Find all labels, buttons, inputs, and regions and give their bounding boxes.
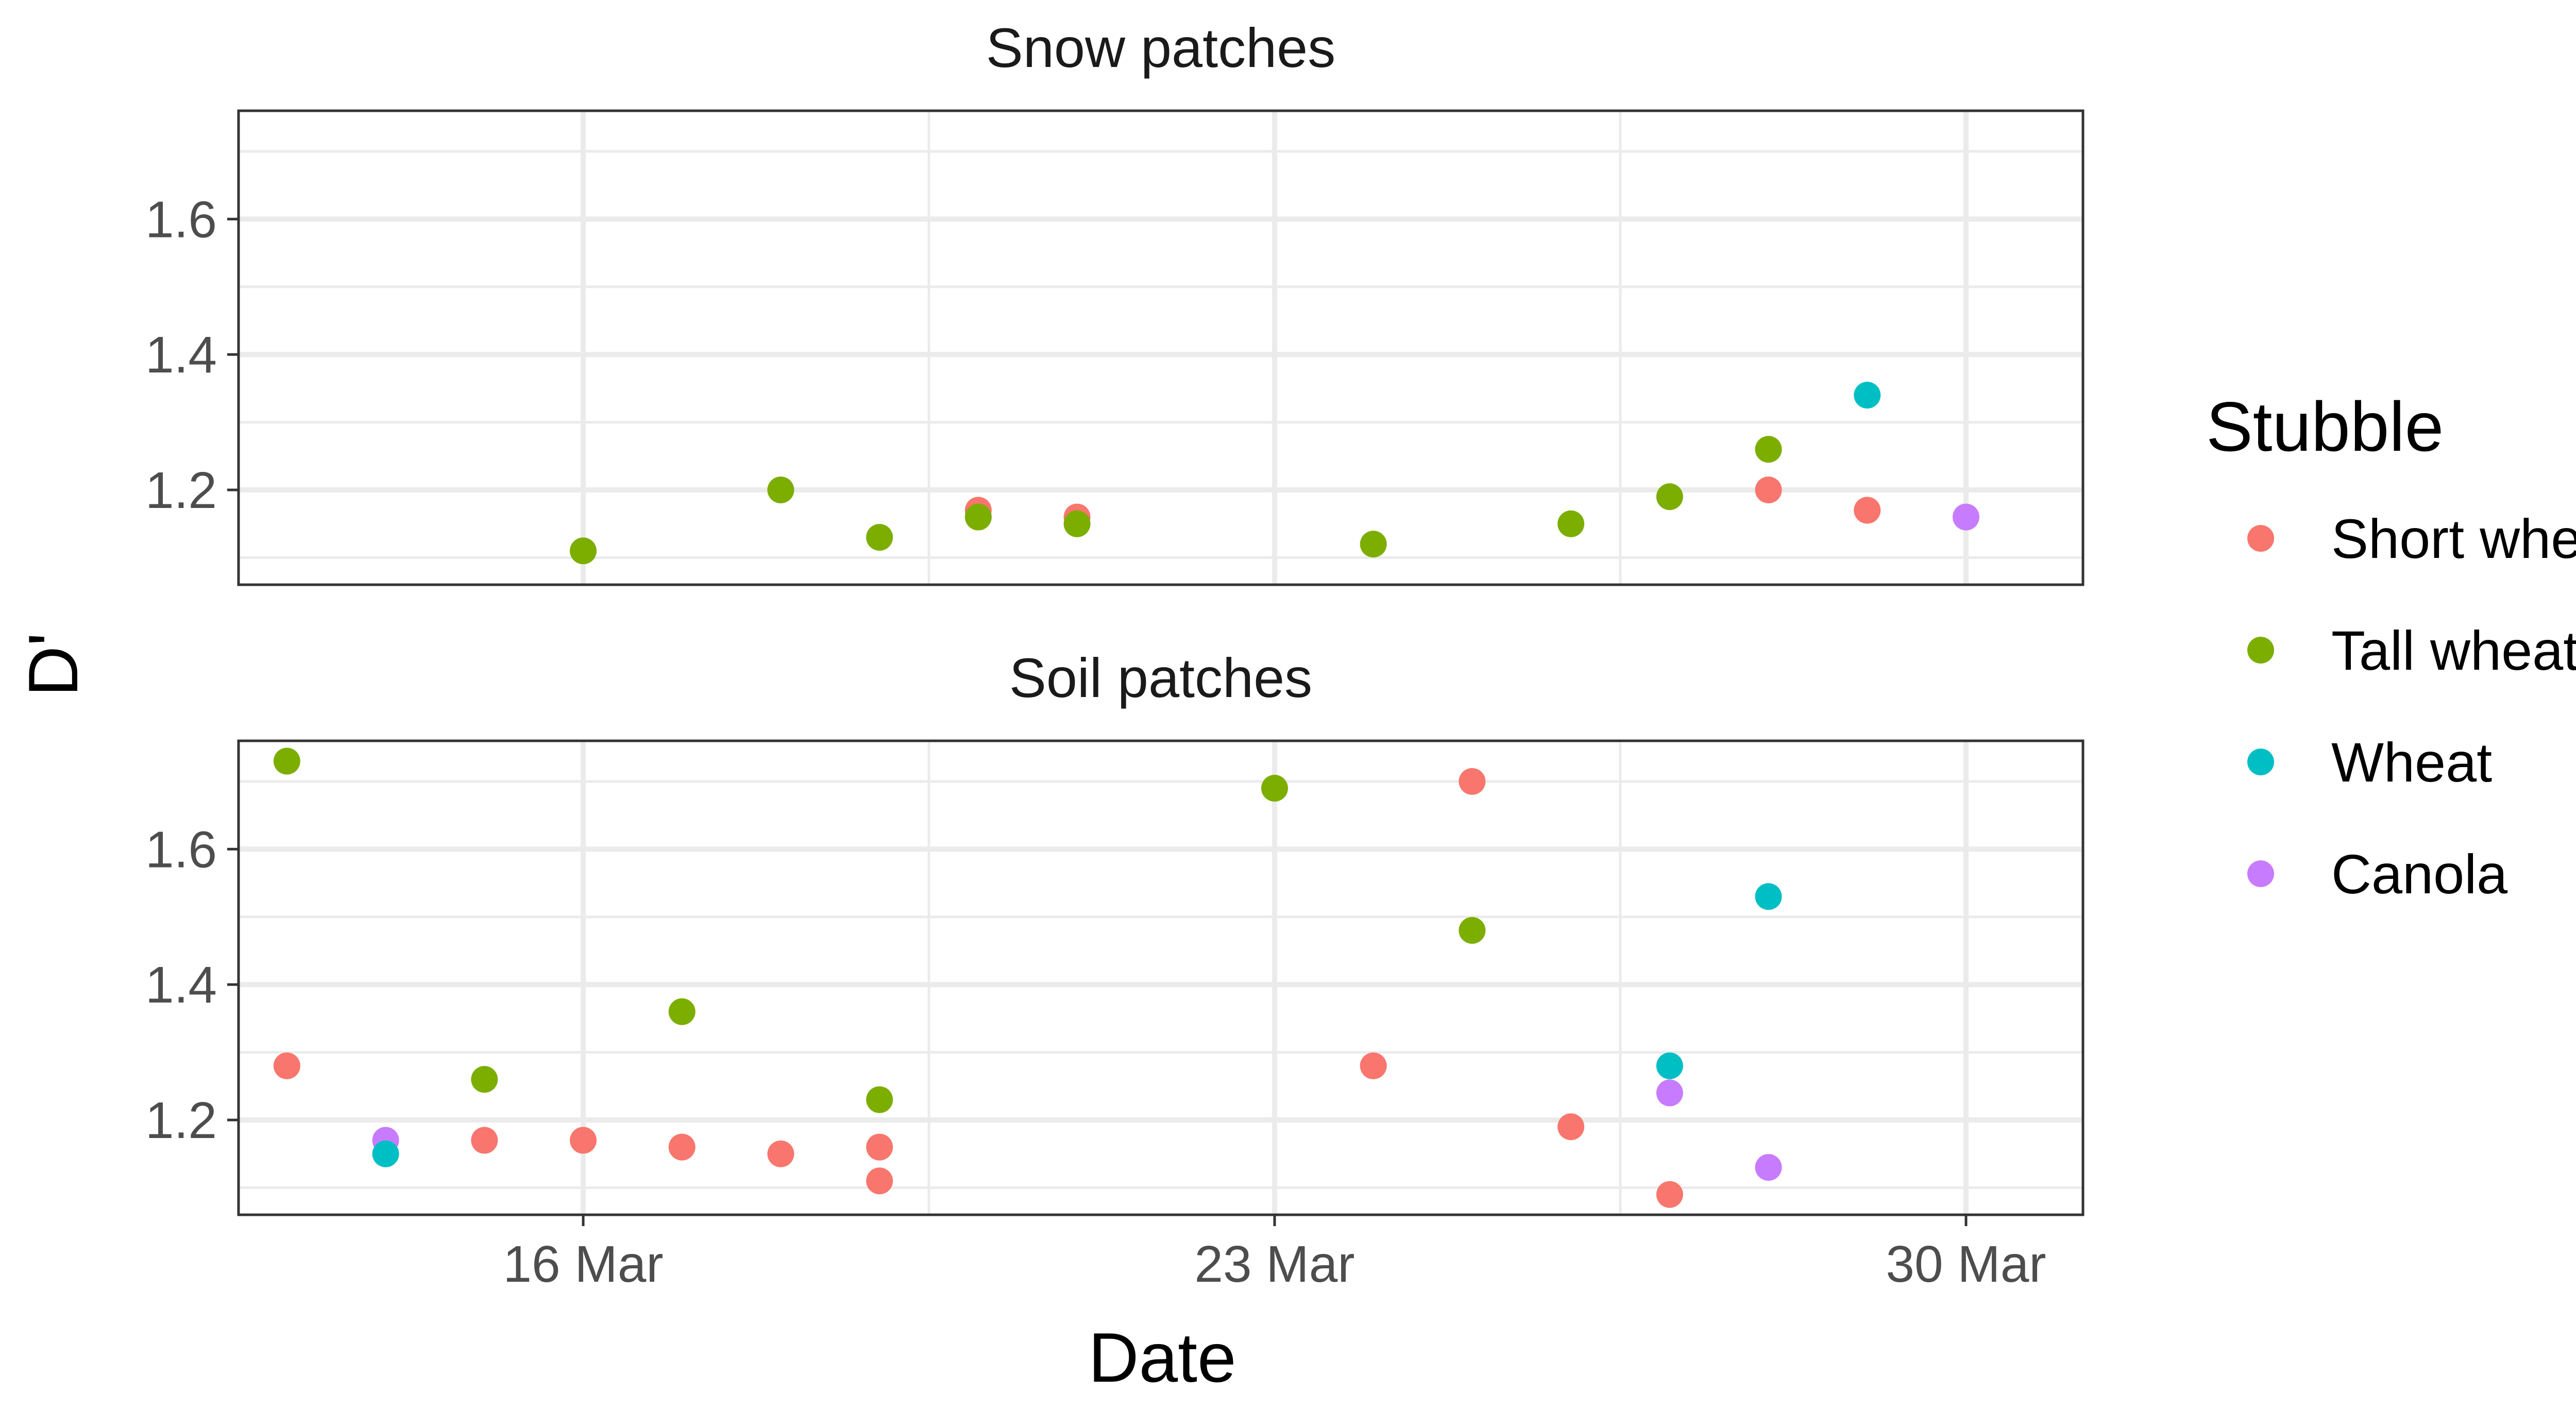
data-point [1459, 768, 1486, 795]
legend-title: Stubble [2206, 387, 2444, 466]
data-point [1261, 775, 1288, 802]
data-point [471, 1066, 498, 1093]
data-point [1755, 477, 1782, 503]
data-point [668, 998, 696, 1025]
legend-swatch [2247, 749, 2274, 775]
legend: Stubble Short wheat Tall wheat Wheat Canola [2206, 387, 2576, 905]
panel-border [237, 109, 2084, 586]
data-point [273, 1052, 300, 1079]
data-point [1360, 1052, 1387, 1079]
y-tick-label: 1.4 [145, 326, 217, 384]
data-point [372, 1140, 399, 1167]
panel-border [237, 739, 2084, 1216]
data-point [1656, 1079, 1683, 1107]
data-point [767, 477, 794, 503]
data-point [964, 503, 992, 531]
panel-background [239, 741, 2083, 1215]
data-point [1360, 531, 1387, 558]
legend-swatch [2247, 860, 2274, 887]
data-point [1755, 1154, 1782, 1181]
x-tick-label: 30 Mar [1886, 1235, 2046, 1293]
facet-panels: 1.2 1.4 1.6 Snow patches 1.2 1.4 1.6 Soil patch… [145, 16, 2084, 1216]
data-point [1953, 503, 1979, 531]
panel-snow: 1.2 1.4 1.6 Snow patches [145, 16, 2084, 586]
x-tick-label: 23 Mar [1194, 1235, 1354, 1293]
legend-label: Canola [2331, 843, 2508, 905]
y-tick-label: 1.6 [145, 191, 217, 248]
data-point [866, 1167, 893, 1195]
legend-item: Canola [2247, 843, 2508, 905]
legend-label: Short wheat [2331, 507, 2576, 570]
legend-item: Tall wheat [2247, 619, 2576, 682]
data-point [471, 1127, 498, 1154]
legend-item: Wheat [2247, 731, 2492, 793]
legend-swatch [2247, 637, 2274, 664]
data-point [767, 1140, 794, 1167]
legend-swatch [2247, 525, 2274, 552]
data-point [1459, 917, 1486, 944]
panel-title: Soil patches [1009, 647, 1312, 709]
legend-label: Tall wheat [2331, 619, 2576, 682]
data-point [273, 748, 300, 775]
legend-items: Short wheat Tall wheat Wheat Canola [2247, 507, 2576, 905]
panel-soil: 1.2 1.4 1.6 Soil patches [145, 647, 2084, 1216]
y-tick-label: 1.6 [145, 821, 217, 878]
data-point [668, 1133, 696, 1161]
data-point [1557, 510, 1585, 537]
y-tick-label: 1.2 [145, 1092, 217, 1149]
data-point [1755, 436, 1782, 463]
panel-background [239, 111, 2083, 585]
data-point [1854, 382, 1881, 409]
data-point [1656, 483, 1683, 511]
data-point [570, 537, 597, 565]
data-point [1063, 510, 1091, 537]
data-point [1656, 1052, 1683, 1079]
legend-label: Wheat [2331, 731, 2492, 793]
panel-title: Snow patches [986, 16, 1335, 79]
data-point [866, 524, 893, 551]
y-axis-title: D' [14, 633, 92, 697]
data-point [866, 1086, 893, 1113]
x-axis: 16 Mar 23 Mar 30 Mar [503, 1215, 2046, 1293]
y-tick-label: 1.2 [145, 462, 217, 519]
data-point [866, 1133, 893, 1161]
data-point [570, 1127, 597, 1154]
data-point [1557, 1113, 1585, 1141]
x-tick-label: 16 Mar [503, 1235, 663, 1293]
y-tick-label: 1.4 [145, 956, 217, 1014]
data-point [1656, 1181, 1683, 1208]
legend-item: Short wheat [2247, 507, 2576, 570]
data-point [1854, 497, 1881, 524]
data-point [1755, 883, 1782, 910]
x-axis-title: Date [1088, 1318, 1236, 1397]
